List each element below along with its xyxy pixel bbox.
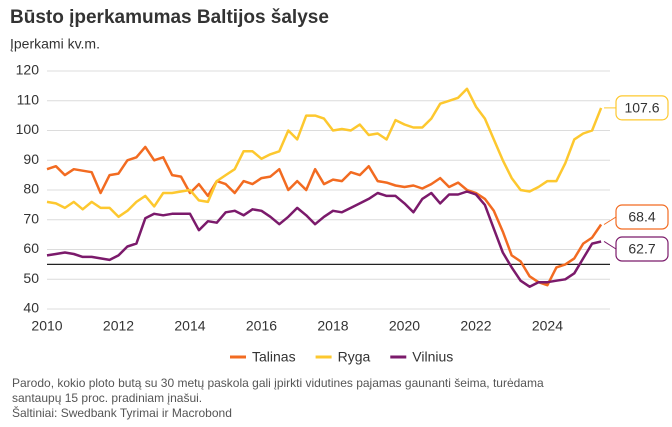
series-line — [46, 87, 603, 219]
x-tick-label: 2020 — [389, 318, 420, 334]
value-label: 62.7 — [628, 241, 655, 257]
series-line — [46, 145, 603, 287]
label-box — [615, 204, 669, 230]
y-tick-label: 50 — [23, 270, 39, 286]
chart-subtitle: Įperkami kv.m. — [10, 36, 100, 52]
label-box — [615, 236, 669, 262]
value-label: 107.6 — [624, 100, 659, 116]
x-tick-label: 2024 — [532, 318, 563, 334]
x-tick-label: 2014 — [174, 318, 205, 334]
series-line — [46, 190, 602, 288]
legend-label: Vilnius — [412, 349, 453, 365]
x-tick-label: 2022 — [460, 318, 491, 334]
x-tick-label: 2016 — [246, 318, 277, 334]
x-tick-label: 2018 — [317, 318, 348, 334]
source: Šaltiniai: Swedbank Tyrimai ir Macrobond — [12, 405, 232, 420]
y-tick-label: 70 — [23, 210, 39, 226]
value-label: 68.4 — [628, 209, 655, 225]
y-tick-label: 80 — [23, 181, 39, 197]
note: Parodo, kokio ploto butą su 30 metų pask… — [12, 376, 544, 390]
chart-title: Būsto įperkamumas Baltijos šalyse — [10, 7, 329, 28]
x-tick-label: 2010 — [31, 318, 62, 334]
x-tick-label: 2012 — [103, 318, 134, 334]
y-tick-label: 60 — [23, 240, 39, 256]
legend-label: Talinas — [252, 349, 296, 365]
y-tick-label: 90 — [23, 151, 39, 167]
y-tick-label: 120 — [16, 62, 40, 78]
label-box — [615, 95, 669, 121]
y-tick-label: 40 — [23, 300, 39, 316]
y-tick-label: 100 — [16, 121, 40, 137]
y-tick-label: 110 — [17, 91, 40, 107]
label-leader — [603, 216, 617, 225]
legend-label: Ryga — [338, 349, 371, 365]
note: santaupų 15 proc. pradiniam įnašui. — [12, 391, 202, 405]
label-leader — [603, 241, 617, 250]
